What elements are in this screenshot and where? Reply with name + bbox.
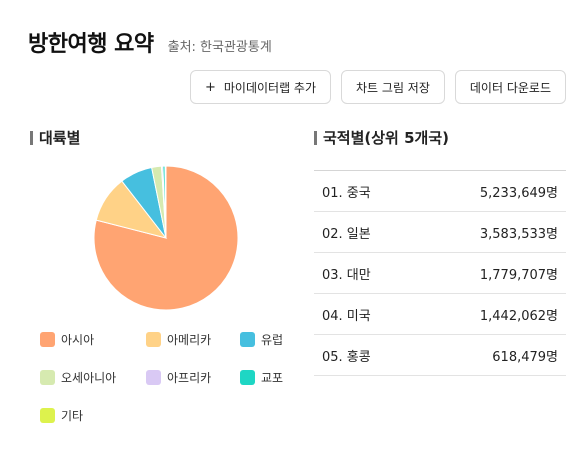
country-name: 02. 일본 — [322, 226, 371, 242]
legend-swatch — [40, 370, 55, 385]
plus-icon: + — [204, 79, 216, 95]
visitor-count: 1,442,062명 — [479, 308, 558, 324]
table-row: 01. 중국 5,233,649명 — [314, 171, 566, 212]
section-marker — [30, 130, 33, 145]
legend-swatch — [146, 370, 161, 385]
save-chart-image-button[interactable]: 차트 그림 저장 — [341, 70, 445, 104]
legend-item[interactable]: 아프리카 — [146, 369, 211, 386]
visitor-count: 618,479명 — [492, 349, 558, 365]
country-name: 04. 미국 — [322, 308, 371, 324]
legend-item[interactable]: 아시아 — [40, 331, 94, 348]
table-row: 02. 일본 3,583,533명 — [314, 212, 566, 253]
visitor-count: 5,233,649명 — [479, 185, 558, 201]
toolbar: + 마이데이터랩 추가 차트 그림 저장 데이터 다운로드 — [189, 70, 566, 104]
legend-label: 기타 — [61, 409, 84, 423]
legend-label: 아프리카 — [167, 371, 212, 385]
legend-label: 아시아 — [61, 333, 95, 347]
add-mydatalab-label: 마이데이터랩 추가 — [223, 80, 317, 95]
legend-item[interactable]: 유럽 — [240, 331, 283, 348]
legend-label: 아메리카 — [167, 333, 212, 347]
visitor-count: 1,779,707명 — [479, 267, 558, 283]
legend-swatch — [146, 332, 161, 347]
visitor-count: 3,583,533명 — [479, 226, 558, 242]
legend-swatch — [40, 332, 55, 347]
legend-item[interactable]: 아메리카 — [146, 331, 211, 348]
add-mydatalab-button[interactable]: + 마이데이터랩 추가 — [189, 70, 332, 104]
pie-slice-7[interactable] — [164, 165, 167, 239]
legend-item[interactable]: 교포 — [240, 369, 283, 386]
legend-label: 유럽 — [261, 333, 284, 347]
table-row: 05. 홍콩 618,479명 — [314, 335, 566, 376]
country-name: 01. 중국 — [322, 185, 371, 201]
country-name: 03. 대만 — [322, 267, 371, 283]
section-marker — [314, 130, 317, 145]
page-header: 방한여행 요약 출처: 한국관광통계 — [28, 26, 272, 58]
table-row: 03. 대만 1,779,707명 — [314, 253, 566, 294]
continent-title-text: 대륙별 — [39, 129, 81, 147]
continent-pie-chart — [88, 160, 244, 316]
download-data-button[interactable]: 데이터 다운로드 — [454, 70, 566, 104]
legend-item[interactable]: 오세아니아 — [40, 369, 116, 386]
legend-swatch — [240, 370, 255, 385]
legend-swatch — [40, 408, 55, 423]
legend-label: 오세아니아 — [61, 371, 117, 385]
legend-item[interactable]: 기타 — [40, 407, 83, 424]
page-title: 방한여행 요약 — [28, 32, 154, 57]
source-text: 출처: 한국관광통계 — [167, 40, 272, 55]
country-rank-table: 01. 중국 5,233,649명 02. 일본 3,583,533명 03. 대만 1,… — [314, 170, 566, 376]
pie-svg — [93, 165, 239, 311]
table-row: 04. 미국 1,442,062명 — [314, 294, 566, 335]
country-section-title: 국적별(상위 5개국) — [314, 127, 449, 148]
continent-section-title: 대륙별 — [30, 127, 80, 148]
legend-label: 교포 — [261, 371, 284, 385]
country-title-text: 국적별(상위 5개국) — [323, 129, 449, 147]
country-name: 05. 홍콩 — [322, 349, 371, 365]
legend-swatch — [240, 332, 255, 347]
